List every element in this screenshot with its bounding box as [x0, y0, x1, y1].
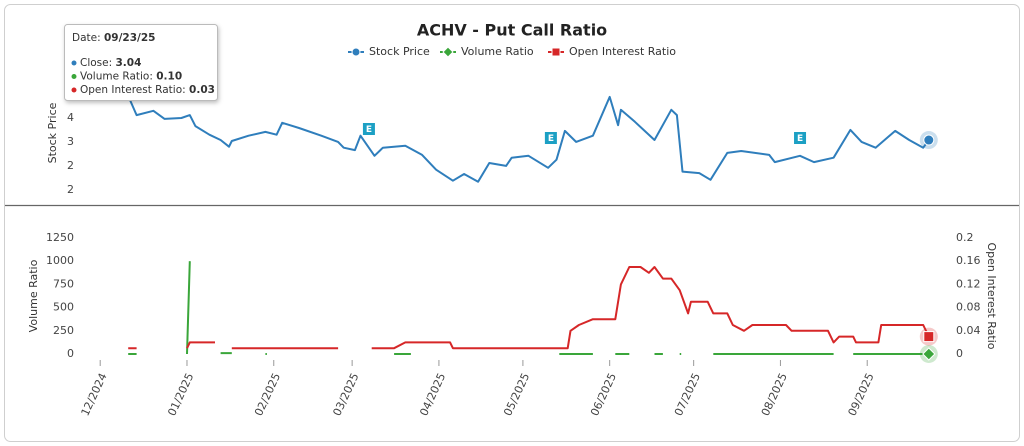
y2-tick-label: 0.2: [956, 231, 974, 244]
earnings-flag-label: E: [548, 134, 554, 144]
tooltip-box: [64, 24, 218, 101]
y-tick-label: 1000: [46, 254, 74, 267]
tooltip-item: Close: 3.04: [80, 57, 141, 69]
tooltip-item-value: 0.10: [156, 71, 182, 83]
y-axis-title: Volume Ratio: [27, 259, 40, 332]
y-tick-label: 500: [53, 301, 74, 314]
earnings-flag: [544, 132, 557, 144]
tooltip-item-label: Open Interest Ratio:: [80, 84, 186, 96]
tooltip-item: Volume Ratio: 0.10: [80, 71, 182, 83]
y-tick-label: 2: [67, 183, 74, 196]
tooltip-bullet: [71, 60, 77, 66]
y-tick-label: 1250: [46, 231, 74, 244]
tooltip-item-value: 0.03: [189, 84, 215, 96]
legend-marker: [351, 47, 361, 57]
y2-axis-title: Open Interest Ratio: [985, 242, 998, 349]
y-axis-title: Stock Price: [46, 102, 59, 163]
legend-marker: [551, 47, 561, 57]
tooltip-item-label: Close:: [80, 57, 112, 69]
legend-label: Open Interest Ratio: [569, 45, 676, 58]
tooltip: Date: 09/23/25 Close: 3.04 Volume Ratio: …: [64, 24, 218, 101]
tooltip-date-label: Date:: [72, 32, 101, 44]
chart-title: ACHV - Put Call Ratio: [417, 21, 607, 40]
tooltip-date-value: 09/23/25: [104, 32, 156, 44]
earnings-flag: [794, 132, 807, 144]
tooltip-item: Open Interest Ratio: 0.03: [80, 84, 215, 96]
y-tick-label: 750: [53, 277, 74, 290]
series-line: [128, 261, 929, 355]
earnings-flag: [362, 123, 375, 135]
legend-marker: [442, 46, 454, 58]
y2-tick-label: 0.04: [956, 324, 981, 337]
frame: [4, 4, 1020, 442]
y2-tick-label: 0.16: [956, 254, 981, 267]
tooltip-item-value: 3.04: [116, 57, 142, 69]
y-tick-label: 250: [53, 324, 74, 337]
earnings-flag-label: E: [797, 134, 803, 144]
legend-label: Volume Ratio: [461, 45, 534, 58]
marker: [922, 347, 936, 361]
tooltip-item-label: Volume Ratio:: [80, 71, 153, 83]
y2-tick-label: 0.08: [956, 301, 981, 314]
marker: [923, 134, 935, 146]
tooltip-bullet: [71, 74, 77, 79]
tooltip-date: Date: 09/23/25: [72, 32, 156, 44]
legend-label: Stock Price: [369, 45, 430, 58]
earnings-flag-label: E: [366, 125, 372, 135]
y2-tick-label: 0.12: [956, 277, 981, 290]
marker: [923, 331, 935, 343]
y2-tick-label: 0: [956, 347, 963, 360]
y-tick-label: 4: [67, 111, 74, 124]
y-tick-label: 2: [67, 159, 74, 172]
y-tick-label: 3: [67, 135, 74, 148]
y-tick-label: 0: [67, 347, 74, 360]
tooltip-bullet: [71, 87, 77, 93]
series-line: [128, 266, 930, 350]
series-line: [127, 95, 930, 183]
